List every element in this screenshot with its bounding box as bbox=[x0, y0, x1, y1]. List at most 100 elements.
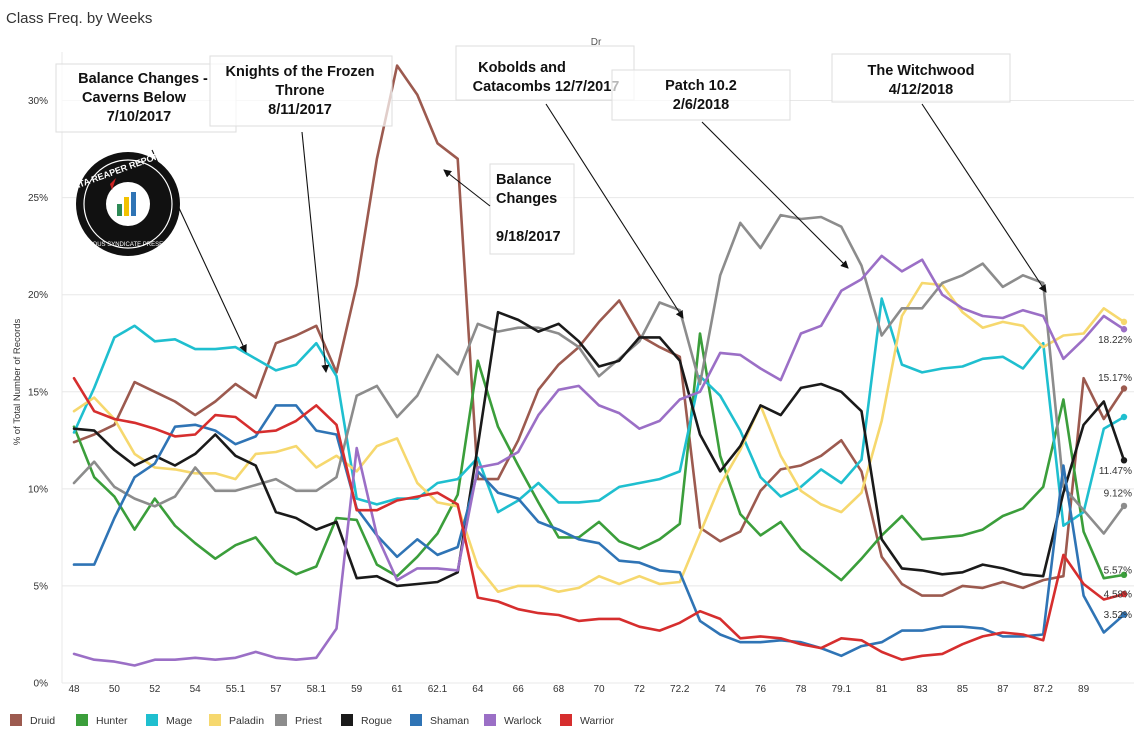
annotation-kobolds-line2: Catacombs 12/7/2017 bbox=[473, 79, 620, 95]
annotation-arrow-kft bbox=[301, 131, 330, 373]
endpoint-paladin bbox=[1120, 318, 1128, 326]
y-tick-label: 10% bbox=[28, 484, 48, 495]
x-tick-label: 64 bbox=[472, 684, 484, 695]
legend-swatch-paladin bbox=[209, 714, 221, 726]
y-tick-label: 15% bbox=[28, 387, 48, 398]
x-tick-label: 89 bbox=[1078, 684, 1090, 695]
data-reaper-logo: DATA REAPER REPORT VICIOUS SYNDICATE PRE… bbox=[66, 149, 180, 256]
annotation-layer: Balance Changes - Caverns Below 7/10/201… bbox=[55, 45, 1047, 373]
x-tick-label: 68 bbox=[553, 684, 565, 695]
legend-swatch-druid bbox=[10, 714, 22, 726]
legend-label-priest: Priest bbox=[295, 715, 322, 727]
end-label-druid: 15.17% bbox=[1098, 373, 1132, 384]
series-endpoints bbox=[1120, 318, 1128, 618]
annotation-box-patch bbox=[611, 69, 791, 121]
y-tick-label: 5% bbox=[34, 581, 49, 592]
x-tick-label: 87.2 bbox=[1033, 684, 1053, 695]
y-tick-label: 20% bbox=[28, 290, 48, 301]
legend-swatch-hunter bbox=[76, 714, 88, 726]
logo-bar-2 bbox=[124, 197, 129, 216]
annotation-arrow-patch bbox=[701, 121, 849, 269]
annotation-patch-line1: Patch 10.2 bbox=[665, 78, 737, 94]
annotation-balance-caverns-line3: 7/10/2017 bbox=[107, 109, 172, 125]
x-tick-label: 79.1 bbox=[832, 684, 852, 695]
legend-label-rogue: Rogue bbox=[361, 715, 392, 727]
logo-inner-ring bbox=[83, 159, 173, 249]
series-line-rogue bbox=[72, 310, 1126, 588]
annotation-balance-sep-line1: Balance bbox=[496, 172, 552, 188]
x-tick-label: 61 bbox=[392, 684, 404, 695]
annotation-balance-sep-line2: Changes bbox=[496, 191, 557, 207]
end-label-warrior: 4.58% bbox=[1104, 590, 1132, 601]
annotation-kft-line2: Throne bbox=[275, 83, 324, 99]
legend-swatch-shaman bbox=[410, 714, 422, 726]
logo-red-star bbox=[110, 178, 116, 190]
endpoint-shaman bbox=[1120, 611, 1128, 618]
legend-label-hunter: Hunter bbox=[96, 715, 128, 727]
logo-bar-3 bbox=[131, 192, 136, 216]
legend-label-warlock: Warlock bbox=[504, 715, 542, 727]
x-tick-label: 52 bbox=[149, 684, 161, 695]
endpoint-mage bbox=[1120, 413, 1128, 421]
logo-bar-1 bbox=[117, 204, 122, 216]
legend-label-shaman: Shaman bbox=[430, 715, 469, 727]
legend-label-paladin: Paladin bbox=[229, 715, 264, 727]
legend-label-druid: Druid bbox=[30, 715, 55, 727]
annotation-patch-line2: 2/6/2018 bbox=[673, 97, 729, 113]
x-tick-label: 54 bbox=[190, 684, 202, 695]
series-line-hunter bbox=[72, 332, 1126, 582]
x-tick-label: 81 bbox=[876, 684, 888, 695]
annotation-witchwood-line1: The Witchwood bbox=[868, 63, 975, 79]
y-tick-label: 30% bbox=[28, 96, 48, 107]
legend-swatch-mage bbox=[146, 714, 158, 726]
chart-title: Class Freq. by Weeks bbox=[6, 10, 152, 27]
series-line-paladin bbox=[72, 281, 1126, 593]
annotation-kobolds-line1: Kobolds and bbox=[478, 60, 566, 76]
series-line-warlock bbox=[72, 254, 1126, 667]
x-tick-label: 62.1 bbox=[428, 684, 448, 695]
end-label-rogue: 11.47% bbox=[1099, 466, 1132, 477]
legend-label-warrior: Warrior bbox=[580, 715, 615, 727]
annotation-box-balance-caverns bbox=[55, 63, 237, 133]
legend: Druid Hunter Mage Paladin Priest Rogue Shaman W… bbox=[10, 714, 615, 727]
legend-label-mage: Mage bbox=[166, 715, 192, 727]
annotation-box-witchwood bbox=[831, 53, 1011, 103]
x-tick-label: 50 bbox=[109, 684, 121, 695]
y-axis-label: % of Total Number of Records bbox=[12, 318, 23, 445]
endpoint-druid bbox=[1120, 385, 1128, 392]
annotation-balance-caverns-line2: Caverns Below bbox=[82, 90, 187, 106]
annotation-box-kft bbox=[209, 55, 393, 127]
endpoint-priest bbox=[1120, 502, 1128, 510]
annotation-box-kobolds bbox=[455, 45, 635, 101]
legend-swatch-warlock bbox=[484, 714, 496, 726]
endpoint-warlock bbox=[1120, 326, 1128, 333]
series-line-shaman bbox=[72, 404, 1126, 658]
x-tick-label: 66 bbox=[513, 684, 525, 695]
x-tick-label: 74 bbox=[715, 684, 727, 695]
x-tick-label: 70 bbox=[593, 684, 605, 695]
x-tick-label: 78 bbox=[795, 684, 807, 695]
legend-swatch-warrior bbox=[560, 714, 572, 726]
series-line-warrior bbox=[72, 376, 1126, 661]
series-line-priest bbox=[72, 213, 1126, 535]
annotation-witchwood-line2: 4/12/2018 bbox=[889, 82, 954, 98]
annotation-arrow-witchwood bbox=[921, 103, 1047, 293]
annotation-balance-sep-line3: 9/18/2017 bbox=[496, 229, 561, 245]
endpoint-hunter bbox=[1120, 571, 1128, 579]
x-tick-label: 87 bbox=[997, 684, 1009, 695]
legend-swatch-priest bbox=[275, 714, 287, 726]
series-line-druid bbox=[72, 64, 1126, 597]
x-tick-label: 58.1 bbox=[307, 684, 327, 695]
x-tick-label: 72.2 bbox=[670, 684, 690, 695]
y-tick-label: 0% bbox=[34, 679, 49, 690]
endpoint-warrior bbox=[1120, 590, 1128, 598]
end-label-hunter: 5.57% bbox=[1104, 565, 1132, 576]
chart-subtitle: Dr bbox=[591, 37, 602, 48]
end-labels: 18.22% 15.17% 11.47% 9.12% 5.57% 4.58% 3.52% bbox=[1098, 335, 1132, 621]
y-tick-label: 25% bbox=[28, 193, 48, 204]
x-tick-label: 72 bbox=[634, 684, 646, 695]
x-tick-label: 76 bbox=[755, 684, 767, 695]
annotation-balance-caverns-line1: Balance Changes - bbox=[78, 71, 208, 87]
y-axis-ticks: 0% 5% 10% 15% 20% 25% 30% bbox=[28, 96, 48, 689]
